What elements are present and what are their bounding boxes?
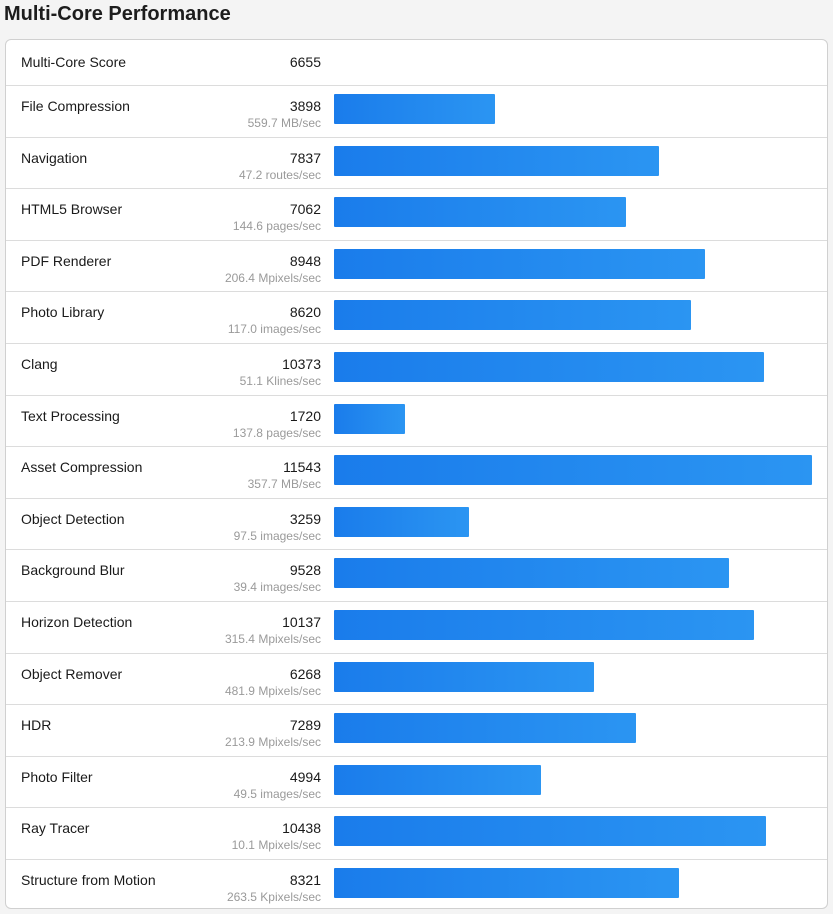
benchmark-rate: 144.6 pages/sec [232,219,321,234]
score-bar [334,764,541,795]
benchmark-name: Text Processing [21,407,120,424]
benchmark-row: Structure from Motion 8321 263.5 Kpixels/s… [6,858,827,908]
benchmark-score: 8948 [289,252,321,269]
benchmark-score: 10438 [282,820,321,837]
benchmark-name: Asset Compression [21,459,143,476]
score-bar [334,197,626,228]
benchmark-rate: 481.9 Mpixels/sec [224,683,321,698]
benchmark-rate: 10.1 Mpixels/sec [231,838,321,853]
benchmark-name: Structure from Motion [21,871,156,888]
score-bar [334,713,636,744]
benchmark-rows: File Compression 3898 559.7 MB/sec Navigati… [6,85,827,908]
benchmark-rate: 206.4 Mpixels/sec [224,270,321,285]
benchmark-rate: 315.4 Mpixels/sec [224,631,321,646]
score-bar [334,248,705,279]
benchmark-row: Clang 10373 51.1 Klines/sec [6,342,827,395]
benchmark-rate: 263.5 Kpixels/sec [226,889,321,904]
benchmark-row: File Compression 3898 559.7 MB/sec [6,85,827,137]
benchmark-row: Asset Compression 11543 357.7 MB/sec [6,446,827,498]
score-bar [334,455,812,486]
benchmark-score: 10373 [282,355,321,372]
benchmark-rate: 213.9 Mpixels/sec [224,735,321,750]
benchmark-row: Object Remover 6268 481.9 Mpixels/sec [6,652,827,705]
benchmark-score: 6268 [289,665,321,682]
score-bar [334,403,405,434]
multi-core-score-row: Multi-Core Score 6655 [6,40,827,85]
benchmark-score: 9528 [289,562,321,579]
benchmark-name: PDF Renderer [21,252,112,269]
benchmark-rate: 97.5 images/sec [233,528,321,543]
benchmark-score: 4994 [289,768,321,785]
benchmark-row: Horizon Detection 10137 315.4 Mpixels/sec [6,600,827,653]
benchmark-name: Ray Tracer [21,820,90,837]
benchmark-row: Object Detection 3259 97.5 images/sec [6,497,827,550]
benchmark-score: 10137 [282,613,321,630]
benchmark-rate: 117.0 images/sec [227,322,321,337]
benchmark-row: Background Blur 9528 39.4 images/sec [6,549,827,601]
benchmark-rate: 49.5 images/sec [233,786,321,801]
benchmark-rate: 137.8 pages/sec [232,425,321,440]
score-bar [334,351,764,382]
benchmark-row: Photo Library 8620 117.0 images/sec [6,291,827,343]
section-title: Multi-Core Performance [4,3,231,25]
score-bar [334,300,691,331]
benchmark-name: Photo Library [21,304,105,321]
benchmark-score: 1720 [289,407,321,424]
benchmark-name: Photo Filter [21,768,93,785]
score-bar [334,867,679,898]
results-table: Multi-Core Score 6655 File Compression 38… [5,39,828,909]
summary-label: Multi-Core Score [21,54,127,70]
benchmark-row: Navigation 7837 47.2 routes/sec [6,136,827,189]
benchmark-rate: 47.2 routes/sec [238,167,321,182]
summary-score: 6655 [289,54,321,70]
benchmark-row: HTML5 Browser 7062 144.6 pages/sec [6,188,827,240]
benchmark-name: Object Detection [21,510,125,527]
score-bar [334,94,495,124]
benchmark-score: 8321 [289,871,321,888]
score-bar [334,816,766,847]
benchmark-score: 7289 [289,717,321,734]
benchmark-row: Photo Filter 4994 49.5 images/sec [6,755,827,808]
benchmark-row: HDR 7289 213.9 Mpixels/sec [6,704,827,756]
benchmark-name: Navigation [21,149,88,166]
score-bar [334,145,659,176]
benchmark-score: 7837 [289,149,321,166]
score-bar [334,661,594,692]
benchmark-name: HTML5 Browser [21,201,123,218]
benchmark-rate: 559.7 MB/sec [247,116,321,130]
benchmark-score: 7062 [289,201,321,218]
benchmark-name: Horizon Detection [21,613,133,630]
benchmark-name: Clang [21,355,58,372]
benchmark-row: Text Processing 1720 137.8 pages/sec [6,394,827,447]
score-bar [334,506,469,537]
benchmark-row: Ray Tracer 10438 10.1 Mpixels/sec [6,807,827,859]
benchmark-score: 3898 [289,98,321,114]
benchmark-score: 3259 [289,510,321,527]
benchmark-rate: 51.1 Klines/sec [239,373,321,388]
benchmark-rate: 357.7 MB/sec [247,477,321,492]
benchmark-name: Object Remover [21,665,123,682]
benchmark-score: 8620 [289,304,321,321]
benchmark-name: File Compression [21,98,130,114]
benchmark-score: 11543 [283,459,321,476]
benchmark-row: PDF Renderer 8948 206.4 Mpixels/sec [6,239,827,292]
benchmark-rate: 39.4 images/sec [233,580,321,595]
score-bar [334,609,754,640]
benchmark-name: Background Blur [21,562,125,579]
benchmark-name: HDR [21,717,52,734]
score-bar [334,558,729,589]
